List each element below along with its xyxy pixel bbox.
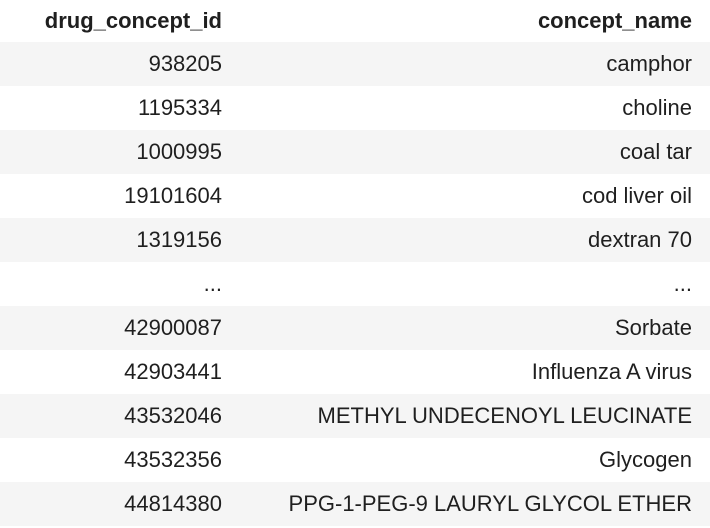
header-row: drug_concept_id concept_name	[0, 0, 710, 42]
table-row: 43532046 METHYL UNDECENOYL LEUCINATE	[0, 394, 710, 438]
drug-concept-id-cell: 19101604	[0, 174, 232, 218]
drug-concept-id-cell: 1000995	[0, 130, 232, 174]
table-row: 938205 camphor	[0, 42, 710, 86]
table-body: 938205 camphor 1195334 choline 1000995 c…	[0, 42, 710, 526]
ellipsis-cell: ...	[232, 262, 710, 306]
concept-name-cell: METHYL UNDECENOYL LEUCINATE	[232, 394, 710, 438]
table-row: 42900087 Sorbate	[0, 306, 710, 350]
table-row: 42903441 Influenza A virus	[0, 350, 710, 394]
table-row: 1319156 dextran 70	[0, 218, 710, 262]
table-row: 1000995 coal tar	[0, 130, 710, 174]
concept-name-cell: Influenza A virus	[232, 350, 710, 394]
drug-concept-id-cell: 43532356	[0, 438, 232, 482]
concept-name-cell: camphor	[232, 42, 710, 86]
concept-name-cell: dextran 70	[232, 218, 710, 262]
column-header-concept-name: concept_name	[232, 0, 710, 42]
concept-name-cell: choline	[232, 86, 710, 130]
table-row-ellipsis: ... ...	[0, 262, 710, 306]
concept-name-cell: PPG-1-PEG-9 LAURYL GLYCOL ETHER	[232, 482, 710, 526]
concept-name-cell: cod liver oil	[232, 174, 710, 218]
concept-name-cell: Sorbate	[232, 306, 710, 350]
drug-concept-id-cell: 42900087	[0, 306, 232, 350]
drug-concept-id-cell: 938205	[0, 42, 232, 86]
ellipsis-cell: ...	[0, 262, 232, 306]
column-header-drug-concept-id: drug_concept_id	[0, 0, 232, 42]
drug-concept-id-cell: 1195334	[0, 86, 232, 130]
drug-concept-id-cell: 43532046	[0, 394, 232, 438]
table-row: 19101604 cod liver oil	[0, 174, 710, 218]
table-header: drug_concept_id concept_name	[0, 0, 710, 42]
concept-name-cell: coal tar	[232, 130, 710, 174]
drug-concept-id-cell: 42903441	[0, 350, 232, 394]
drug-concept-id-cell: 44814380	[0, 482, 232, 526]
drug-concept-id-cell: 1319156	[0, 218, 232, 262]
table-row: 44814380 PPG-1-PEG-9 LAURYL GLYCOL ETHER	[0, 482, 710, 526]
table-row: 1195334 choline	[0, 86, 710, 130]
concept-name-cell: Glycogen	[232, 438, 710, 482]
table-row: 43532356 Glycogen	[0, 438, 710, 482]
